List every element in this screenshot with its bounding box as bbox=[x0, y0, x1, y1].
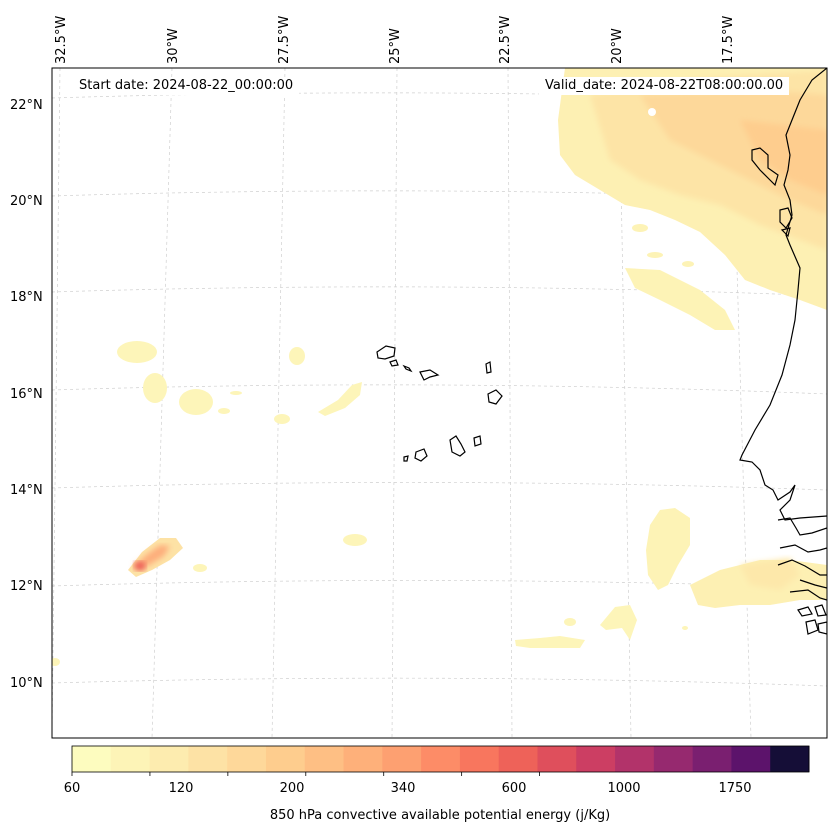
lat-label: 12°N bbox=[10, 579, 43, 594]
colorbar-swatch bbox=[110, 746, 151, 772]
colorbar-swatch bbox=[615, 746, 655, 772]
colorbar-swatch bbox=[149, 746, 189, 772]
lon-label: 25°W bbox=[388, 28, 403, 64]
colorbar-swatch bbox=[72, 746, 112, 772]
colorbar-frame bbox=[71, 745, 810, 773]
islands bbox=[376, 345, 503, 462]
lat-label: 16°N bbox=[10, 387, 43, 402]
colorbar-tick-label: 120 bbox=[168, 781, 194, 796]
lat-label: 22°N bbox=[10, 98, 43, 113]
colorbar-swatch bbox=[227, 746, 267, 772]
lat-label: 18°N bbox=[10, 290, 43, 305]
coastlines bbox=[739, 68, 827, 635]
lon-label: 27.5°W bbox=[277, 15, 292, 64]
colorbar-swatch bbox=[692, 746, 732, 772]
colorbar-swatch bbox=[537, 746, 577, 772]
colorbar-tick-label: 1750 bbox=[718, 781, 752, 796]
colorbar-swatch bbox=[459, 746, 500, 772]
colorbar-tick-label: 60 bbox=[63, 781, 81, 796]
colorbar-tick-label: 600 bbox=[501, 781, 527, 796]
colorbar-swatch bbox=[770, 746, 810, 772]
lon-label: 17.5°W bbox=[721, 15, 736, 64]
lon-label: 22.5°W bbox=[498, 15, 513, 64]
colorbar-label: 850 hPa convective available potential e… bbox=[269, 808, 611, 823]
map-frame bbox=[51, 67, 828, 739]
colorbar-tick-label: 1000 bbox=[607, 781, 641, 796]
lon-label: 20°W bbox=[610, 28, 625, 64]
colorbar-tick-label: 200 bbox=[279, 781, 305, 796]
colorbar-swatch bbox=[343, 746, 383, 772]
start-date-label: Start date: 2024-08-22_00:00:00 bbox=[73, 77, 300, 95]
white-gap-marker bbox=[648, 108, 656, 116]
lat-label: 10°N bbox=[10, 676, 43, 691]
colorbar-swatch bbox=[576, 746, 616, 772]
lon-label: 30°W bbox=[166, 28, 181, 64]
colorbar-swatch bbox=[188, 746, 228, 772]
colorbar-swatch bbox=[421, 746, 461, 772]
colorbar bbox=[72, 746, 810, 772]
lat-label: 14°N bbox=[10, 483, 43, 498]
colorbar-swatch bbox=[498, 746, 538, 772]
colorbar-ticks bbox=[71, 772, 540, 776]
colorbar-swatch bbox=[731, 746, 771, 772]
colorbar-swatch bbox=[304, 746, 345, 772]
cape-field bbox=[52, 68, 827, 666]
colorbar-swatch bbox=[265, 746, 306, 772]
colorbar-swatch bbox=[382, 746, 422, 772]
valid-date-label: Valid_date: 2024-08-22T08:00:00.00 bbox=[539, 77, 790, 95]
lat-label: 20°N bbox=[10, 194, 43, 209]
colorbar-tick-label: 340 bbox=[390, 781, 416, 796]
colorbar-swatch bbox=[653, 746, 694, 772]
lon-label: 32.5°W bbox=[54, 15, 69, 64]
